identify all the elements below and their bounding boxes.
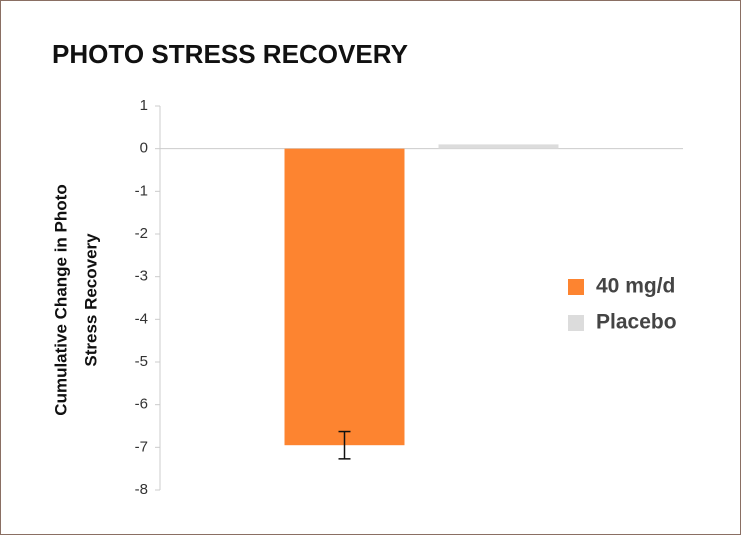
y-axis-label-line: Stress Recovery [81, 233, 100, 367]
bar [284, 148, 405, 446]
y-tick-label: -1 [135, 182, 148, 199]
y-axis-label-line: Cumulative Change in Photo [51, 184, 70, 415]
y-tick-label: 1 [140, 97, 148, 114]
y-axis-label: Cumulative Change in Photo Stress Recove… [51, 184, 100, 415]
chart-title: PHOTO STRESS RECOVERY [52, 39, 408, 69]
y-tick-label: -6 [135, 396, 148, 413]
y-tick-label: -8 [135, 481, 148, 498]
bar [438, 144, 559, 149]
error-bar [338, 430, 351, 460]
y-tick-label: -5 [135, 353, 148, 370]
legend-swatch [568, 279, 584, 295]
y-tick-label: -7 [135, 438, 148, 455]
y-tick-label: 0 [140, 140, 148, 157]
y-tick-label: -3 [135, 268, 148, 285]
legend-swatch [568, 315, 584, 331]
legend-label: Placebo [596, 311, 677, 334]
y-tick-label: -2 [135, 225, 148, 242]
y-tick-label: -4 [135, 310, 148, 327]
legend-label: 40 mg/d [596, 275, 675, 298]
